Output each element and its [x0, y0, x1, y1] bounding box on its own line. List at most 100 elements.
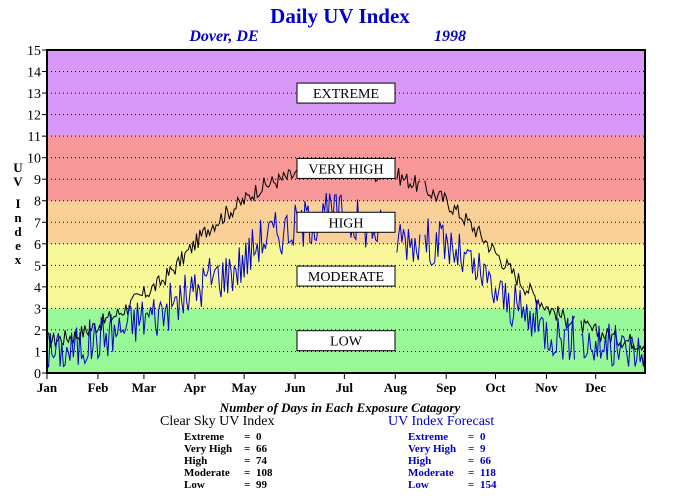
band-label-box	[296, 82, 396, 104]
y-tick-label: 1	[34, 345, 41, 360]
y-axis-label-char: e	[15, 238, 21, 253]
x-tick-label: Mar	[132, 380, 157, 395]
y-tick-label: 5	[34, 259, 41, 274]
stats-value: 0	[480, 431, 486, 443]
stats-label: Low	[408, 479, 429, 491]
y-axis-label-char: V	[13, 174, 23, 189]
band-label: LOW	[330, 335, 363, 350]
y-tick-label: 10	[27, 152, 41, 167]
chart-title: Daily UV Index	[270, 4, 410, 28]
stats-value: 9	[480, 443, 486, 455]
stats-row: Moderate = 108	[184, 467, 273, 479]
stats-value: 66	[480, 455, 491, 467]
stats-row: Very High = 66	[184, 443, 273, 455]
x-tick-label: Sep	[436, 380, 456, 395]
band-labels: LOW MODERATE HIGH VERY HIGH EXTREME	[296, 82, 396, 352]
band-label: HIGH	[329, 216, 364, 231]
y-tick-label: 13	[27, 87, 41, 102]
band-label: VERY HIGH	[308, 162, 383, 177]
y-tick-label: 15	[27, 44, 41, 59]
band-label: EXTREME	[313, 87, 379, 102]
x-tick-label: Feb	[87, 380, 108, 395]
stats-label: High	[184, 455, 208, 467]
band-label-box	[296, 330, 396, 352]
stats-label: Very High	[408, 443, 457, 455]
equals-sign: =	[468, 443, 475, 455]
clear-sky-stats-table: Extreme = 0 Very High = 66 High = 74 Moderate =…	[184, 431, 273, 491]
y-tick-label: 2	[34, 324, 41, 339]
chart-subtitle-location: Dover, DE	[188, 28, 258, 45]
y-tick-label: 3	[34, 302, 41, 317]
clear-sky-stats-title: Clear Sky UV Index	[160, 414, 275, 429]
equals-sign: =	[468, 431, 475, 443]
plot-frame	[46, 49, 646, 374]
stats-row: Extreme = 0	[408, 431, 497, 443]
forecast-stats: UV Index Forecast Extreme = 0 Very High = 9 …	[388, 414, 497, 491]
x-tick-label: Jun	[285, 380, 307, 395]
stats-row: Very High = 9	[408, 443, 497, 455]
band-label: MODERATE	[308, 270, 384, 285]
x-tick-label: Jan	[37, 380, 58, 395]
x-tick-label: Dec	[585, 380, 606, 395]
y-tick-label: 0	[34, 367, 41, 382]
x-tick-label: Oct	[485, 380, 506, 395]
equals-sign: =	[468, 467, 475, 479]
equals-sign: =	[468, 479, 475, 491]
stats-row: High = 74	[184, 455, 273, 467]
stats-value: 108	[256, 467, 273, 479]
chart-subtitle-year: 1998	[434, 28, 466, 45]
stats-value: 99	[256, 479, 267, 491]
stats-value: 74	[256, 455, 267, 467]
x-tick-label: Apr	[184, 380, 207, 395]
forecast-stats-table: Extreme = 0 Very High = 9 High = 66 Moderate = 1…	[408, 431, 497, 491]
stats-label: Very High	[184, 443, 233, 455]
series-lines	[46, 157, 646, 369]
series-line-uv-index-forecast	[46, 192, 646, 369]
y-tick-label: 9	[34, 173, 41, 188]
equals-sign: =	[244, 431, 251, 443]
stats-label: Extreme	[408, 431, 449, 443]
stats-value: 118	[480, 467, 496, 479]
stats-row: Low = 99	[184, 479, 273, 491]
stats-caption: Number of Days in Each Exposure Catagory	[219, 400, 461, 415]
y-tick-label: 7	[34, 216, 41, 231]
x-tick-label: May	[232, 380, 258, 395]
band-label-box	[296, 211, 396, 233]
x-tick-label: Nov	[535, 380, 558, 395]
stats-value: 0	[256, 431, 262, 443]
equals-sign: =	[244, 455, 251, 467]
y-tick-label: 6	[34, 238, 41, 253]
stats-row: Moderate = 118	[408, 467, 497, 479]
x-tick-label: Jul	[336, 380, 354, 395]
y-axis-label-char: x	[15, 252, 22, 267]
band-label-box	[296, 265, 396, 287]
stats-row: Low = 154	[408, 479, 497, 491]
y-axis-label-char: I	[15, 196, 20, 211]
y-axis-label-char: d	[14, 224, 22, 239]
equals-sign: =	[244, 443, 251, 455]
stats-label: Low	[184, 479, 205, 491]
stats-row: Extreme = 0	[184, 431, 273, 443]
stats-value: 66	[256, 443, 267, 455]
x-tick-label: Aug	[384, 380, 408, 395]
y-axis-label-char: n	[14, 210, 22, 225]
equals-sign: =	[244, 467, 251, 479]
stats-label: Moderate	[408, 467, 454, 479]
stats-label: High	[408, 455, 432, 467]
equals-sign: =	[244, 479, 251, 491]
stats-label: Extreme	[184, 431, 225, 443]
y-axis-label-char: U	[13, 160, 23, 175]
stats-label: Moderate	[184, 467, 230, 479]
series-line-clear-sky-uv-index	[46, 157, 646, 352]
band-label-box	[296, 157, 396, 179]
stats-value: 154	[480, 479, 497, 491]
y-tick-label: 8	[34, 195, 41, 210]
y-tick-label: 14	[27, 66, 41, 81]
y-tick-label: 4	[34, 281, 41, 296]
equals-sign: =	[468, 455, 475, 467]
clear-sky-stats: Clear Sky UV Index Extreme = 0 Very High = 6…	[160, 414, 274, 491]
forecast-stats-title: UV Index Forecast	[388, 414, 495, 429]
